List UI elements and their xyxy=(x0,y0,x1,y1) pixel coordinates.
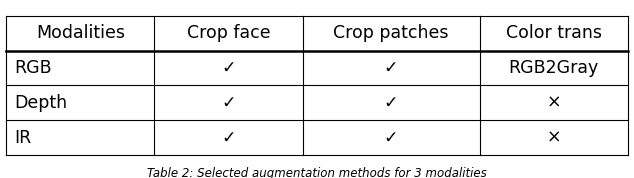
Text: ✓: ✓ xyxy=(221,59,236,77)
Text: Depth: Depth xyxy=(14,94,67,112)
Text: ×: × xyxy=(547,94,561,112)
Text: IR: IR xyxy=(14,129,31,146)
Text: ✓: ✓ xyxy=(221,129,236,146)
Text: Table 2: Selected augmentation methods for 3 modalities: Table 2: Selected augmentation methods f… xyxy=(147,167,487,178)
Text: Crop patches: Crop patches xyxy=(333,24,449,42)
Text: ✓: ✓ xyxy=(384,129,398,146)
Text: ✓: ✓ xyxy=(221,94,236,112)
Text: Crop face: Crop face xyxy=(186,24,270,42)
Text: ✓: ✓ xyxy=(384,59,398,77)
Text: RGB: RGB xyxy=(14,59,51,77)
Text: Color trans: Color trans xyxy=(505,24,602,42)
Text: ✓: ✓ xyxy=(384,94,398,112)
Text: RGB2Gray: RGB2Gray xyxy=(508,59,598,77)
Text: ×: × xyxy=(547,129,561,146)
Text: Modalities: Modalities xyxy=(36,24,125,42)
